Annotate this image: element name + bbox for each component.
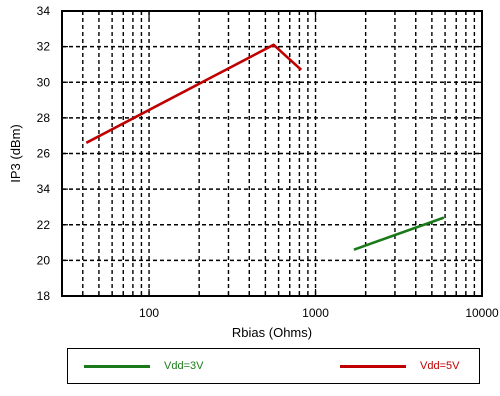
y-tick-label: 20 xyxy=(37,253,51,267)
legend-label-vdd-3v: Vdd=3V xyxy=(164,360,204,372)
legend: Vdd=3V Vdd=5V xyxy=(67,348,480,384)
y-tick-label: 34 xyxy=(37,4,51,18)
y-tick-label: 22 xyxy=(37,218,51,232)
grid-lines xyxy=(62,11,482,296)
legend-label-vdd-5v: Vdd=5V xyxy=(420,360,460,372)
series-layer xyxy=(85,43,445,251)
y-tick-label: 18 xyxy=(37,289,51,303)
legend-entry-vdd-5v: Vdd=5V xyxy=(340,349,459,383)
y-tick-label: 28 xyxy=(37,111,51,125)
x-tick-label: 10000 xyxy=(465,306,499,320)
legend-swatch-vdd-5v xyxy=(340,364,406,368)
y-tick-label: 32 xyxy=(37,40,51,54)
series-line-0 xyxy=(353,216,445,251)
x-axis-title: Rbias (Ohms) xyxy=(232,325,312,340)
x-tick-label: 1000 xyxy=(302,306,329,320)
legend-swatch-vdd-3v xyxy=(84,364,150,368)
x-tick-label: 100 xyxy=(139,306,159,320)
series-line-1 xyxy=(85,43,303,144)
y-tick-label: 34 xyxy=(37,182,51,196)
y-axis-title: IP3 (dBm) xyxy=(8,124,23,183)
y-tick-label: 26 xyxy=(37,147,51,161)
chart-svg: 18 20 22 34 26 28 30 32 34 100 1000 10000 Rbias (Oh… xyxy=(8,4,499,340)
tick-layer: 18 20 22 34 26 28 30 32 34 100 1000 10000 xyxy=(37,4,499,320)
y-tick-label: 30 xyxy=(37,75,51,89)
legend-entry-vdd-3v: Vdd=3V xyxy=(84,349,203,383)
